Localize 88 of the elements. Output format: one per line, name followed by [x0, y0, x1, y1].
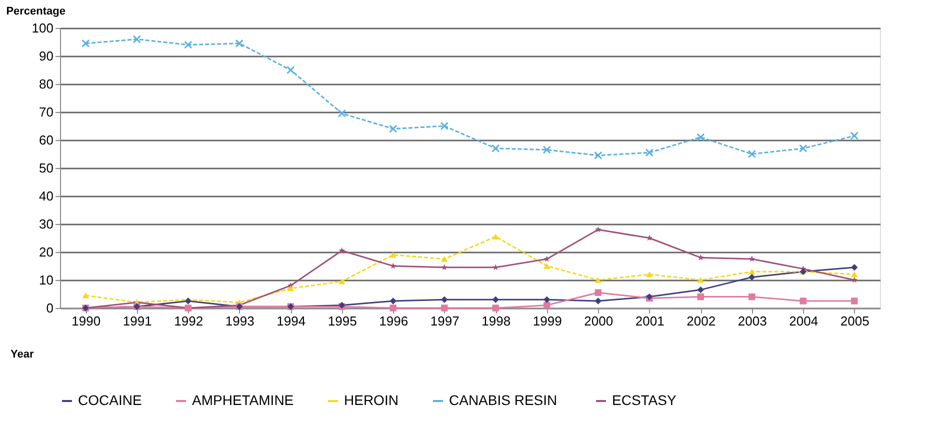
- legend-label: HEROIN: [344, 392, 398, 408]
- legend-label: COCAINE: [78, 392, 142, 408]
- point: [697, 293, 704, 300]
- x-axis-title: Year: [10, 348, 34, 360]
- point: [851, 264, 858, 271]
- point: [440, 122, 448, 130]
- y-tick-label: 30: [39, 216, 54, 232]
- y-tick-label: 60: [39, 132, 54, 148]
- point: [82, 39, 90, 48]
- point: [594, 151, 602, 160]
- point: [800, 298, 806, 304]
- x-tick-label: 2001: [635, 314, 664, 328]
- point: [492, 304, 499, 312]
- point: [748, 293, 756, 300]
- point: [594, 226, 602, 232]
- x-tick-label: 1992: [174, 314, 204, 328]
- point: [338, 278, 346, 284]
- point: [390, 304, 396, 312]
- point: [850, 132, 858, 140]
- point: [697, 286, 704, 294]
- y-tick-label: 100: [32, 20, 54, 36]
- point: [492, 144, 500, 153]
- point: [542, 146, 551, 154]
- point: [286, 66, 295, 74]
- x-tick-label: 1996: [379, 314, 408, 328]
- point: [338, 247, 346, 254]
- point: [492, 296, 499, 303]
- point: [82, 292, 89, 298]
- y-tick-label: 40: [39, 188, 54, 204]
- point: [441, 296, 448, 303]
- y-tick-label: 70: [39, 104, 54, 120]
- point: [492, 234, 499, 240]
- point: [492, 264, 499, 270]
- point: [338, 109, 346, 118]
- legend-label: ECSTASY: [612, 392, 677, 408]
- legend-label: AMPHETAMINE: [192, 392, 294, 408]
- point: [390, 298, 396, 304]
- point: [132, 35, 141, 44]
- point: [184, 40, 192, 49]
- legend-label: CANABIS RESIN: [449, 392, 558, 408]
- point: [544, 263, 550, 269]
- point: [441, 256, 448, 262]
- point: [441, 264, 448, 270]
- y-tick-label: 80: [39, 76, 54, 92]
- x-tick-label: 1995: [328, 314, 357, 328]
- x-tick-label: 2005: [840, 314, 870, 328]
- point: [748, 150, 756, 158]
- point: [851, 276, 858, 283]
- point: [544, 302, 550, 309]
- point: [390, 252, 396, 258]
- point: [389, 124, 398, 133]
- point: [696, 133, 705, 142]
- point: [748, 268, 756, 275]
- y-tick-label: 50: [39, 160, 54, 176]
- x-tick-label: 1999: [532, 314, 562, 328]
- point: [287, 285, 294, 292]
- point: [646, 234, 653, 241]
- x-tick-label: 2002: [686, 314, 716, 328]
- y-tick-label: 90: [39, 48, 54, 64]
- point: [645, 148, 654, 157]
- point: [594, 289, 602, 296]
- point: [441, 304, 448, 312]
- x-tick-label: 1998: [482, 314, 511, 328]
- point: [646, 271, 653, 278]
- y-tick-label: 0: [46, 300, 54, 316]
- point: [799, 144, 808, 153]
- x-tick-label: 1993: [225, 314, 254, 328]
- x-tick-label: 2003: [738, 314, 767, 328]
- x-tick-label: 1991: [122, 314, 152, 328]
- point: [748, 274, 756, 281]
- y-tick-label: 20: [39, 244, 54, 260]
- x-tick-label: 1994: [276, 314, 306, 328]
- point: [594, 298, 602, 304]
- y-axis-title: Percentage: [6, 6, 66, 18]
- point: [748, 256, 756, 262]
- point: [851, 271, 858, 278]
- x-tick-label: 1990: [72, 314, 101, 328]
- point: [697, 254, 704, 260]
- y-tick-label: 10: [39, 272, 54, 288]
- x-tick-label: 2004: [789, 314, 818, 328]
- point: [851, 298, 858, 304]
- point: [697, 277, 704, 283]
- x-tick-label: 1997: [430, 314, 460, 328]
- point: [235, 39, 244, 48]
- point: [544, 296, 550, 303]
- x-tick-label: 2000: [584, 314, 614, 328]
- point: [544, 256, 550, 262]
- point: [594, 277, 602, 283]
